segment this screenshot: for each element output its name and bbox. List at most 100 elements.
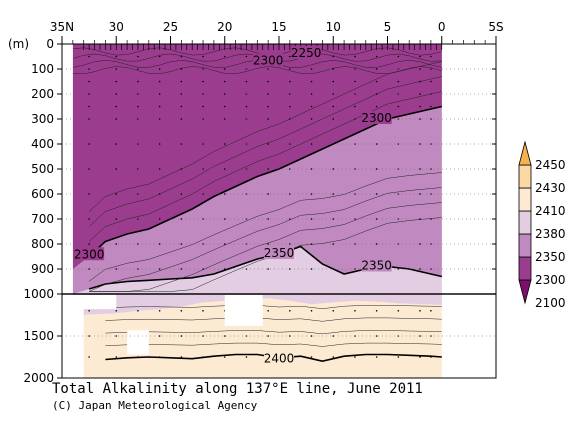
sample-dot bbox=[137, 168, 139, 170]
sample-dot bbox=[310, 80, 313, 83]
sample-dot bbox=[267, 335, 269, 337]
contour-minor bbox=[88, 91, 442, 242]
contour-label-bg bbox=[264, 246, 294, 259]
contour-label-text: 2300 bbox=[253, 54, 284, 68]
sample-dot bbox=[223, 168, 226, 170]
contour-label-bg bbox=[291, 46, 322, 59]
contour-label-text: 2300 bbox=[361, 111, 392, 125]
sample-dot bbox=[202, 143, 204, 145]
sample-dot bbox=[88, 68, 90, 70]
y-tick-label: 1000 bbox=[23, 287, 54, 301]
sample-dot bbox=[88, 268, 90, 270]
sample-dot bbox=[223, 218, 226, 220]
sample-dot bbox=[180, 55, 183, 58]
sample-dot bbox=[397, 356, 400, 358]
sample-dot bbox=[419, 55, 421, 58]
sample-dot bbox=[158, 168, 161, 170]
contour-minor bbox=[88, 172, 442, 282]
x-tick-label: 5 bbox=[384, 20, 392, 34]
no-data-patch bbox=[127, 330, 149, 355]
sample-dot bbox=[223, 68, 226, 70]
sample-dot bbox=[202, 243, 204, 245]
colorbar-label: 2100 bbox=[535, 296, 566, 310]
sample-dot bbox=[289, 93, 291, 95]
sample-dot bbox=[158, 335, 161, 337]
contour-label-text: 2350 bbox=[264, 246, 295, 260]
sample-dot bbox=[310, 218, 313, 220]
contour-minor bbox=[89, 202, 442, 292]
sample-dot bbox=[332, 80, 335, 83]
sample-dot bbox=[158, 68, 161, 70]
contour-label: 2400 bbox=[264, 351, 294, 366]
sample-dot bbox=[430, 310, 432, 312]
sample-dot bbox=[223, 143, 226, 145]
sample-dot bbox=[419, 335, 421, 337]
sample-dot bbox=[158, 310, 161, 312]
contour-minor bbox=[105, 305, 442, 309]
sample-dot bbox=[375, 55, 378, 58]
sample-dot bbox=[158, 218, 161, 220]
sample-dot bbox=[115, 143, 118, 145]
sample-dot bbox=[310, 168, 313, 170]
contour-label: 2300 bbox=[253, 53, 284, 68]
sample-dot bbox=[354, 80, 356, 83]
x-axis: 35N 30 25 20 15 10 5 0 5S bbox=[50, 20, 504, 44]
y-tick-label: 200 bbox=[31, 87, 54, 101]
sample-dot bbox=[180, 193, 183, 195]
x-tick-label: 5S bbox=[488, 20, 503, 34]
no-data-patch bbox=[72, 295, 117, 310]
y-tick-label: 1500 bbox=[23, 329, 54, 343]
contour-minor bbox=[72, 47, 442, 56]
sample-dot bbox=[202, 105, 204, 108]
no-data-north bbox=[63, 45, 73, 377]
sample-dot bbox=[375, 80, 378, 83]
sample-dot bbox=[137, 268, 139, 270]
sample-dot bbox=[375, 143, 378, 145]
sample-dot bbox=[332, 218, 335, 220]
sample-dot bbox=[332, 93, 335, 95]
sample-dot bbox=[267, 118, 269, 120]
sample-dot bbox=[137, 356, 139, 358]
contour-minor bbox=[105, 342, 442, 347]
y-tick-label: 2000 bbox=[23, 371, 54, 385]
sample-dot bbox=[88, 218, 90, 220]
sample-dot bbox=[115, 55, 118, 58]
x-tick-label: 20 bbox=[217, 20, 232, 34]
sample-dot bbox=[180, 143, 183, 145]
colorbar-swatch bbox=[518, 187, 532, 212]
sample-dot bbox=[267, 80, 269, 83]
sample-dot bbox=[88, 118, 90, 120]
y-axis-unit-label: (m) bbox=[8, 37, 29, 51]
sample-dot bbox=[223, 55, 226, 58]
y-tick-label: 700 bbox=[31, 212, 54, 226]
contour-minor bbox=[88, 187, 442, 292]
sample-dot bbox=[180, 93, 183, 95]
sample-dot bbox=[158, 243, 161, 245]
x-tick-label: 15 bbox=[271, 20, 286, 34]
contour-minor bbox=[105, 330, 442, 335]
sample-dot bbox=[137, 193, 139, 195]
sample-dot bbox=[245, 80, 248, 83]
sample-dot bbox=[202, 168, 204, 170]
sample-dot bbox=[88, 193, 90, 195]
sample-dot bbox=[289, 335, 291, 337]
sample-dot bbox=[158, 105, 161, 108]
sample-dot bbox=[202, 335, 204, 337]
contour-label-bg bbox=[253, 53, 284, 67]
colorbar-swatch bbox=[518, 256, 532, 281]
sample-dot bbox=[202, 193, 204, 195]
sample-dot bbox=[332, 168, 335, 170]
sample-dot bbox=[375, 356, 378, 358]
sample-dot bbox=[115, 105, 118, 108]
sample-dot bbox=[430, 55, 432, 58]
sample-dot bbox=[223, 356, 226, 358]
colorbar-label: 2380 bbox=[535, 227, 566, 241]
colorbar-label: 2350 bbox=[535, 250, 566, 264]
contour-label-bg bbox=[264, 351, 294, 365]
sample-dot bbox=[202, 218, 204, 220]
sample-dot bbox=[267, 218, 269, 220]
sample-dot bbox=[137, 55, 139, 58]
sample-dot bbox=[202, 80, 204, 83]
contour-label: 2250 bbox=[291, 46, 322, 60]
sample-dot bbox=[88, 168, 90, 170]
